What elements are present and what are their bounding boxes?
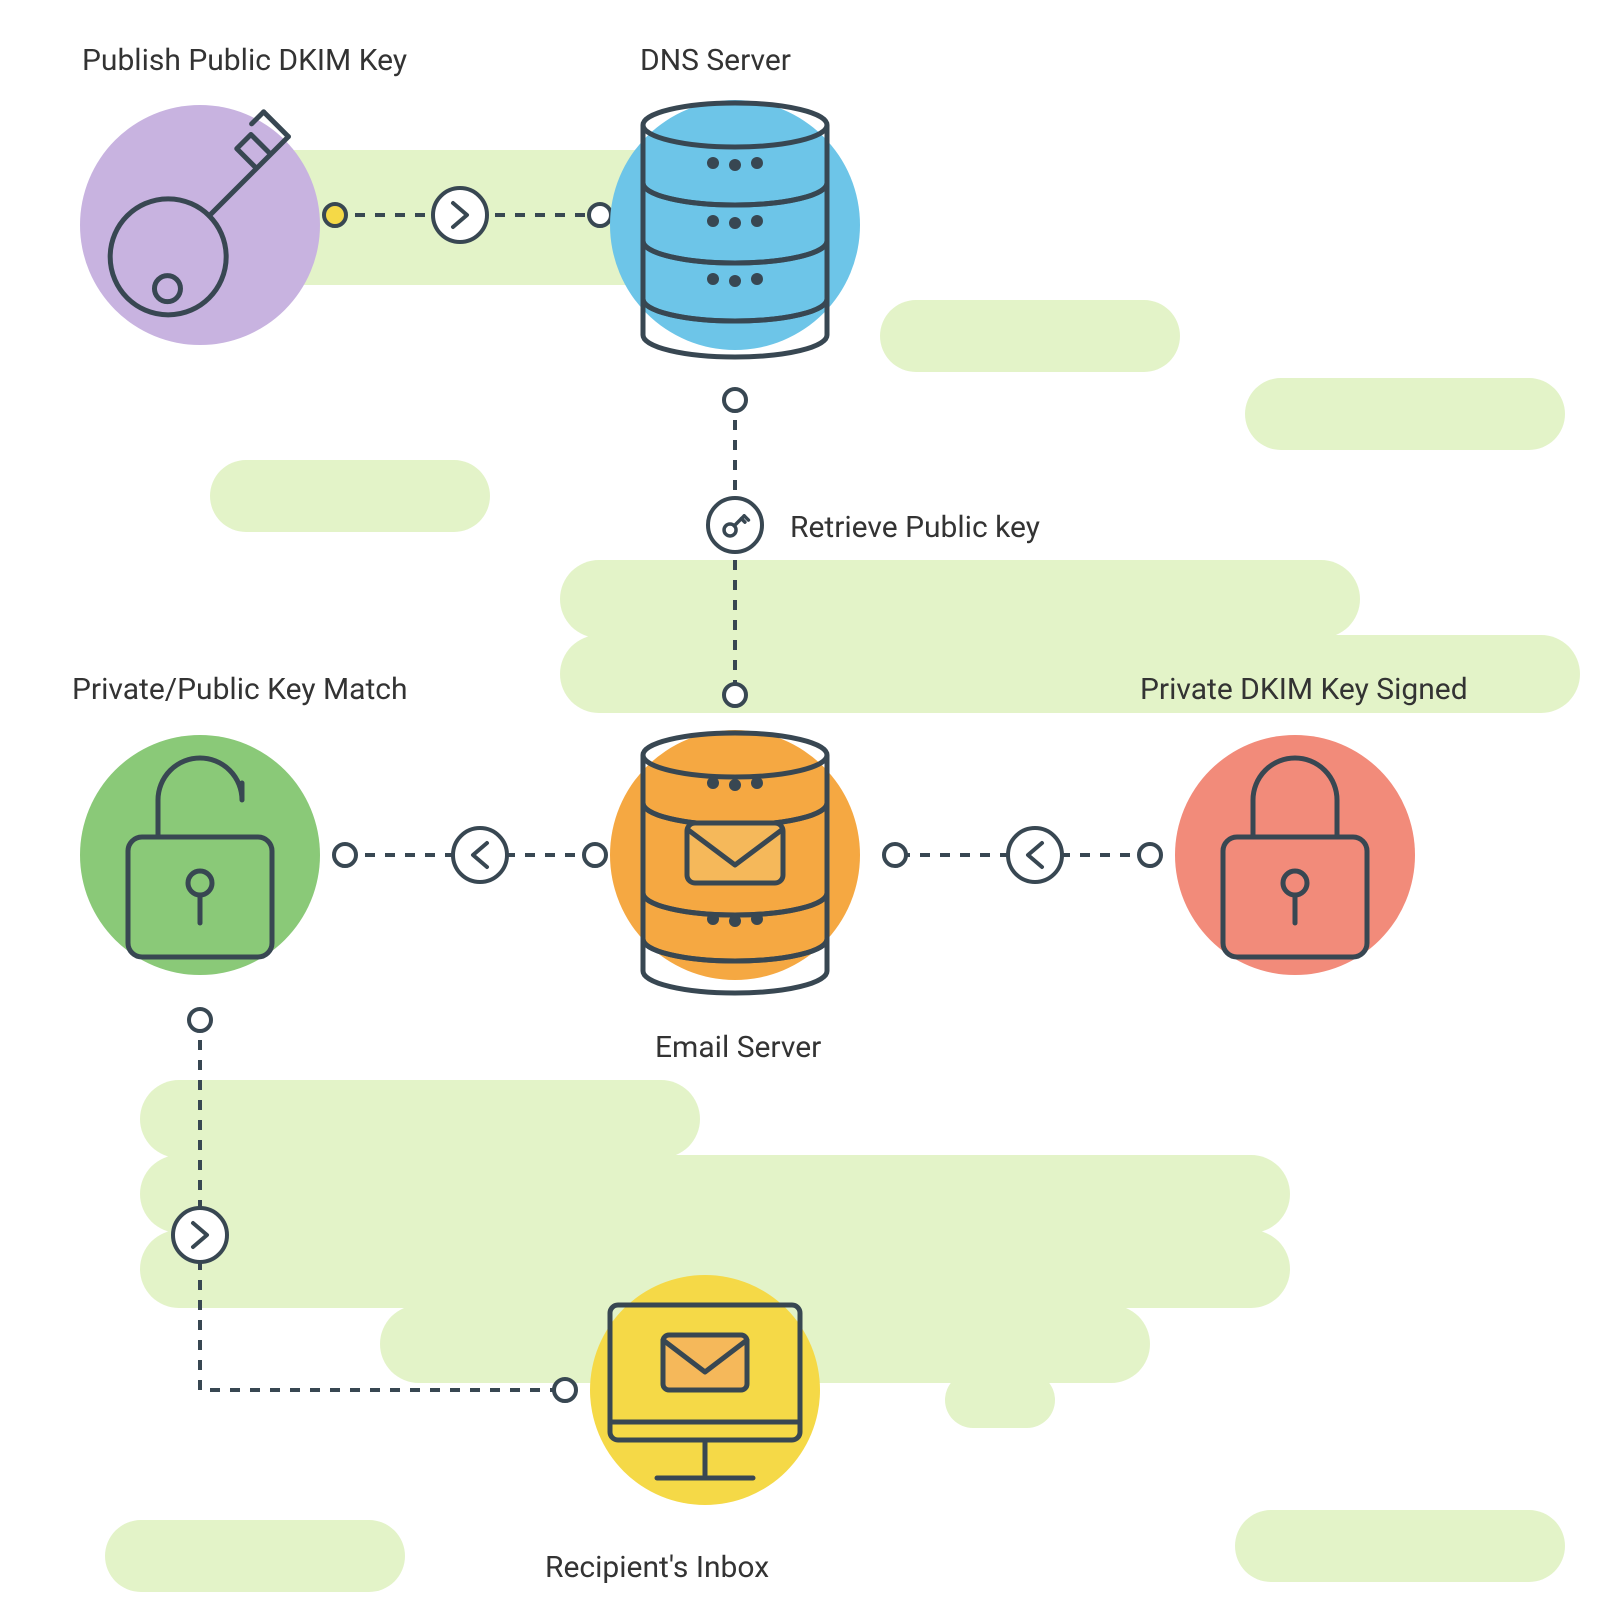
label-private-signed: Private DKIM Key Signed	[1140, 672, 1468, 707]
label-retrieve: Retrieve Public key	[790, 510, 1040, 545]
diagram-canvas	[0, 0, 1600, 1600]
label-inbox: Recipient's Inbox	[545, 1550, 769, 1585]
label-key-match: Private/Public Key Match	[72, 672, 408, 707]
label-dns-server: DNS Server	[640, 43, 791, 78]
label-publish-dkim: Publish Public DKIM Key	[82, 43, 407, 78]
label-email-server: Email Server	[655, 1030, 821, 1065]
